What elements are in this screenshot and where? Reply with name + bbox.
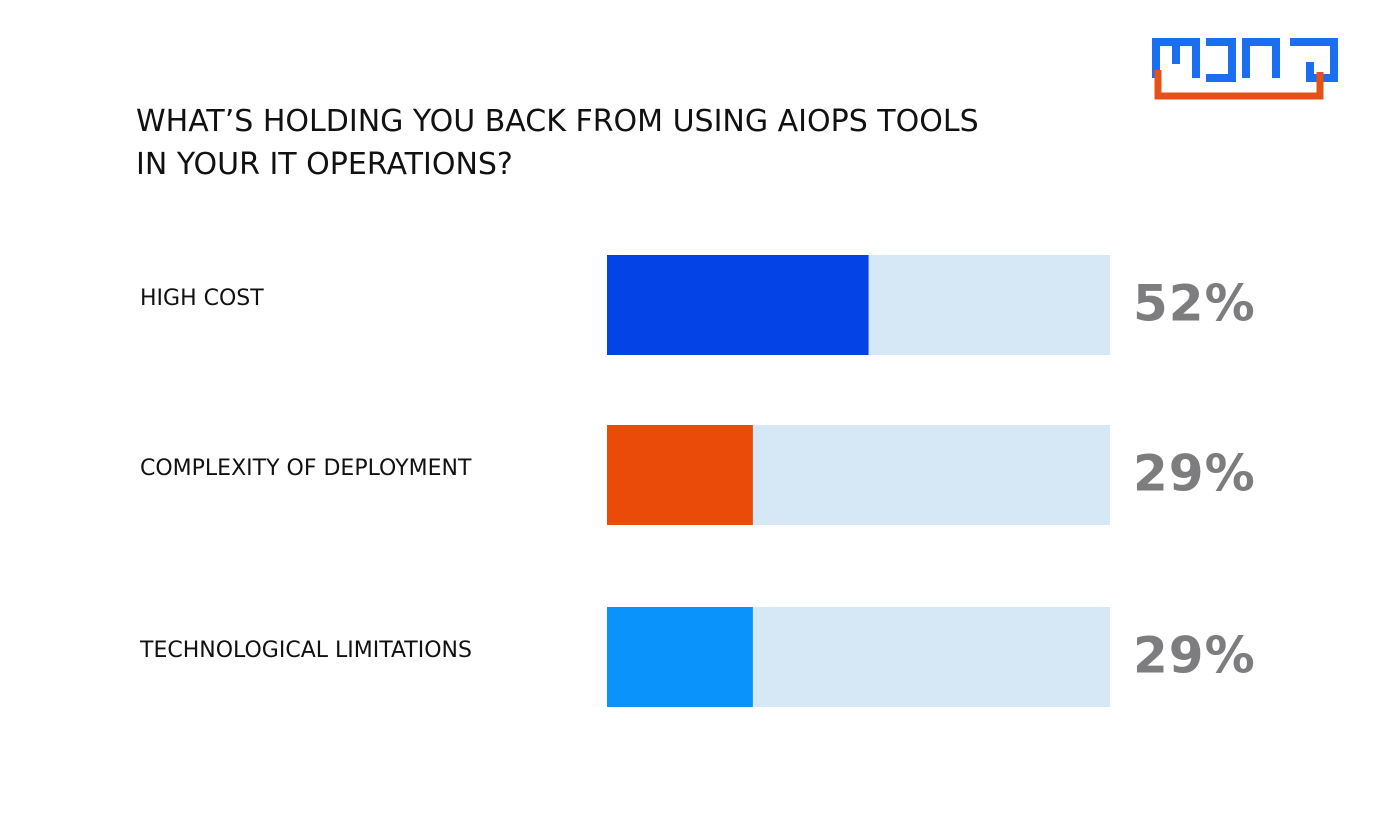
bar xyxy=(607,425,753,525)
value-label: 52% xyxy=(1133,275,1256,333)
chart-title-line-1: WHAT’S HOLDING YOU BACK FROM USING AIOPS… xyxy=(136,104,979,139)
value-label: 29% xyxy=(1133,445,1256,503)
value-label: 29% xyxy=(1133,627,1256,685)
chart-title-line-2: IN YOUR IT OPERATIONS? xyxy=(136,147,513,182)
logo-letter-o-2 xyxy=(1290,38,1338,82)
category-label: HIGH COST xyxy=(140,286,264,311)
logo-bracket xyxy=(1154,70,1324,100)
chart-title: WHAT’S HOLDING YOU BACK FROM USING AIOPS… xyxy=(136,100,1136,186)
category-label: TECHNOLOGICAL LIMITATIONS xyxy=(139,638,472,663)
logo-letter-n xyxy=(1242,38,1280,78)
bar xyxy=(607,255,869,355)
logo-letter-o-1 xyxy=(1206,38,1236,82)
category-label: COMPLEXITY OF DEPLOYMENT xyxy=(140,456,472,481)
bar xyxy=(607,607,753,707)
logo-letter-m xyxy=(1152,38,1200,78)
mono-logo xyxy=(1152,38,1338,100)
